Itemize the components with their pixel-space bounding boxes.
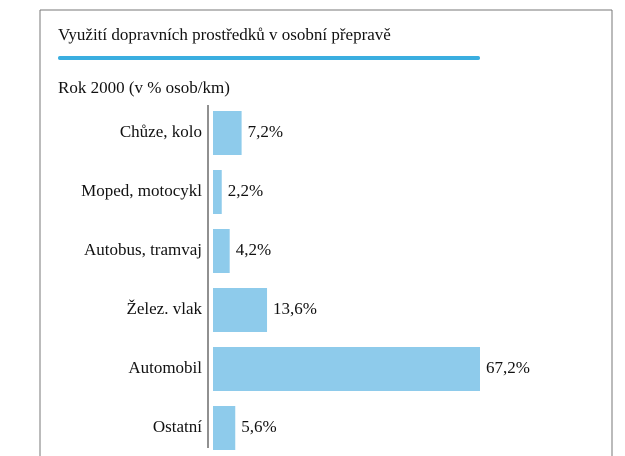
- bar: [213, 229, 230, 273]
- bar: [213, 347, 480, 391]
- category-label: Želez. vlak: [126, 299, 202, 318]
- value-label: 7,2%: [248, 122, 283, 141]
- value-label: 13,6%: [273, 299, 317, 318]
- bar: [213, 406, 236, 450]
- category-label: Chůze, kolo: [120, 122, 202, 141]
- value-label: 4,2%: [236, 240, 271, 259]
- bar: [213, 288, 268, 332]
- value-label: 67,2%: [486, 358, 530, 377]
- category-label: Automobil: [128, 358, 202, 377]
- title-underline: [58, 56, 480, 60]
- category-label: Moped, motocykl: [81, 181, 202, 200]
- chart-title: Využití dopravních prostředků v osobní p…: [58, 25, 391, 44]
- bar: [213, 170, 222, 214]
- value-label: 5,6%: [241, 417, 276, 436]
- category-label: Autobus, tramvaj: [84, 240, 202, 259]
- bar: [213, 111, 242, 155]
- value-label: 2,2%: [228, 181, 263, 200]
- category-label: Ostatní: [153, 417, 202, 436]
- chart-subtitle: Rok 2000 (v % osob/km): [58, 78, 230, 97]
